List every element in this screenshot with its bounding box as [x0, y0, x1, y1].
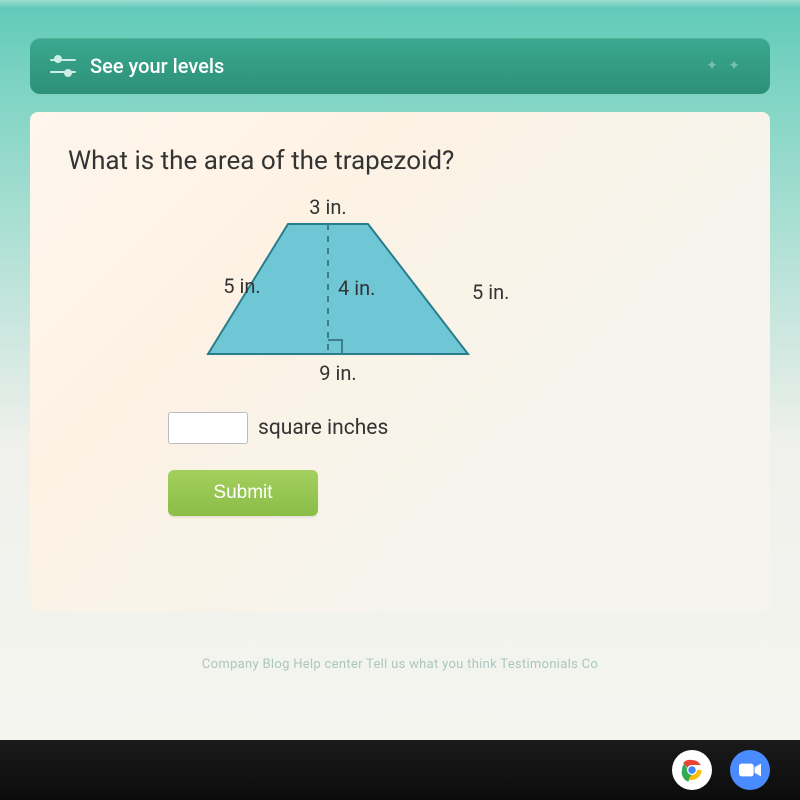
answer-unit-label: square inches — [258, 416, 388, 440]
zoom-app-icon[interactable] — [730, 750, 770, 790]
footer-links: Company Blog Help center Tell us what yo… — [0, 657, 800, 672]
answer-input[interactable] — [168, 412, 248, 444]
trapezoid-svg: 3 in. 9 in. 5 in. 5 in. 4 in. — [168, 194, 528, 394]
see-levels-bar[interactable]: See your levels ✦ ✦ — [30, 38, 770, 94]
camera-icon — [739, 763, 761, 777]
dim-height: 4 in. — [338, 276, 375, 300]
answer-row: square inches — [168, 412, 732, 444]
submit-button[interactable]: Submit — [168, 470, 318, 516]
chrome-app-icon[interactable] — [672, 750, 712, 790]
dim-right: 5 in. — [472, 280, 509, 304]
chrome-logo-icon — [677, 755, 707, 785]
question-prompt: What is the area of the trapezoid? — [68, 146, 732, 176]
sparkle-icon: ✦ ✦ — [706, 58, 740, 74]
question-card: What is the area of the trapezoid? 3 in.… — [30, 112, 770, 612]
levels-icon — [50, 55, 76, 77]
dim-left: 5 in. — [223, 274, 260, 298]
top-strip — [0, 0, 800, 8]
submit-button-label: Submit — [213, 482, 272, 503]
see-levels-label: See your levels — [90, 54, 224, 78]
dim-top: 3 in. — [309, 195, 346, 219]
chromebook-shelf — [0, 740, 800, 800]
app-viewport: See your levels ✦ ✦ What is the area of … — [0, 0, 800, 740]
dim-bottom: 9 in. — [319, 361, 356, 385]
trapezoid-figure: 3 in. 9 in. 5 in. 5 in. 4 in. — [168, 194, 732, 398]
